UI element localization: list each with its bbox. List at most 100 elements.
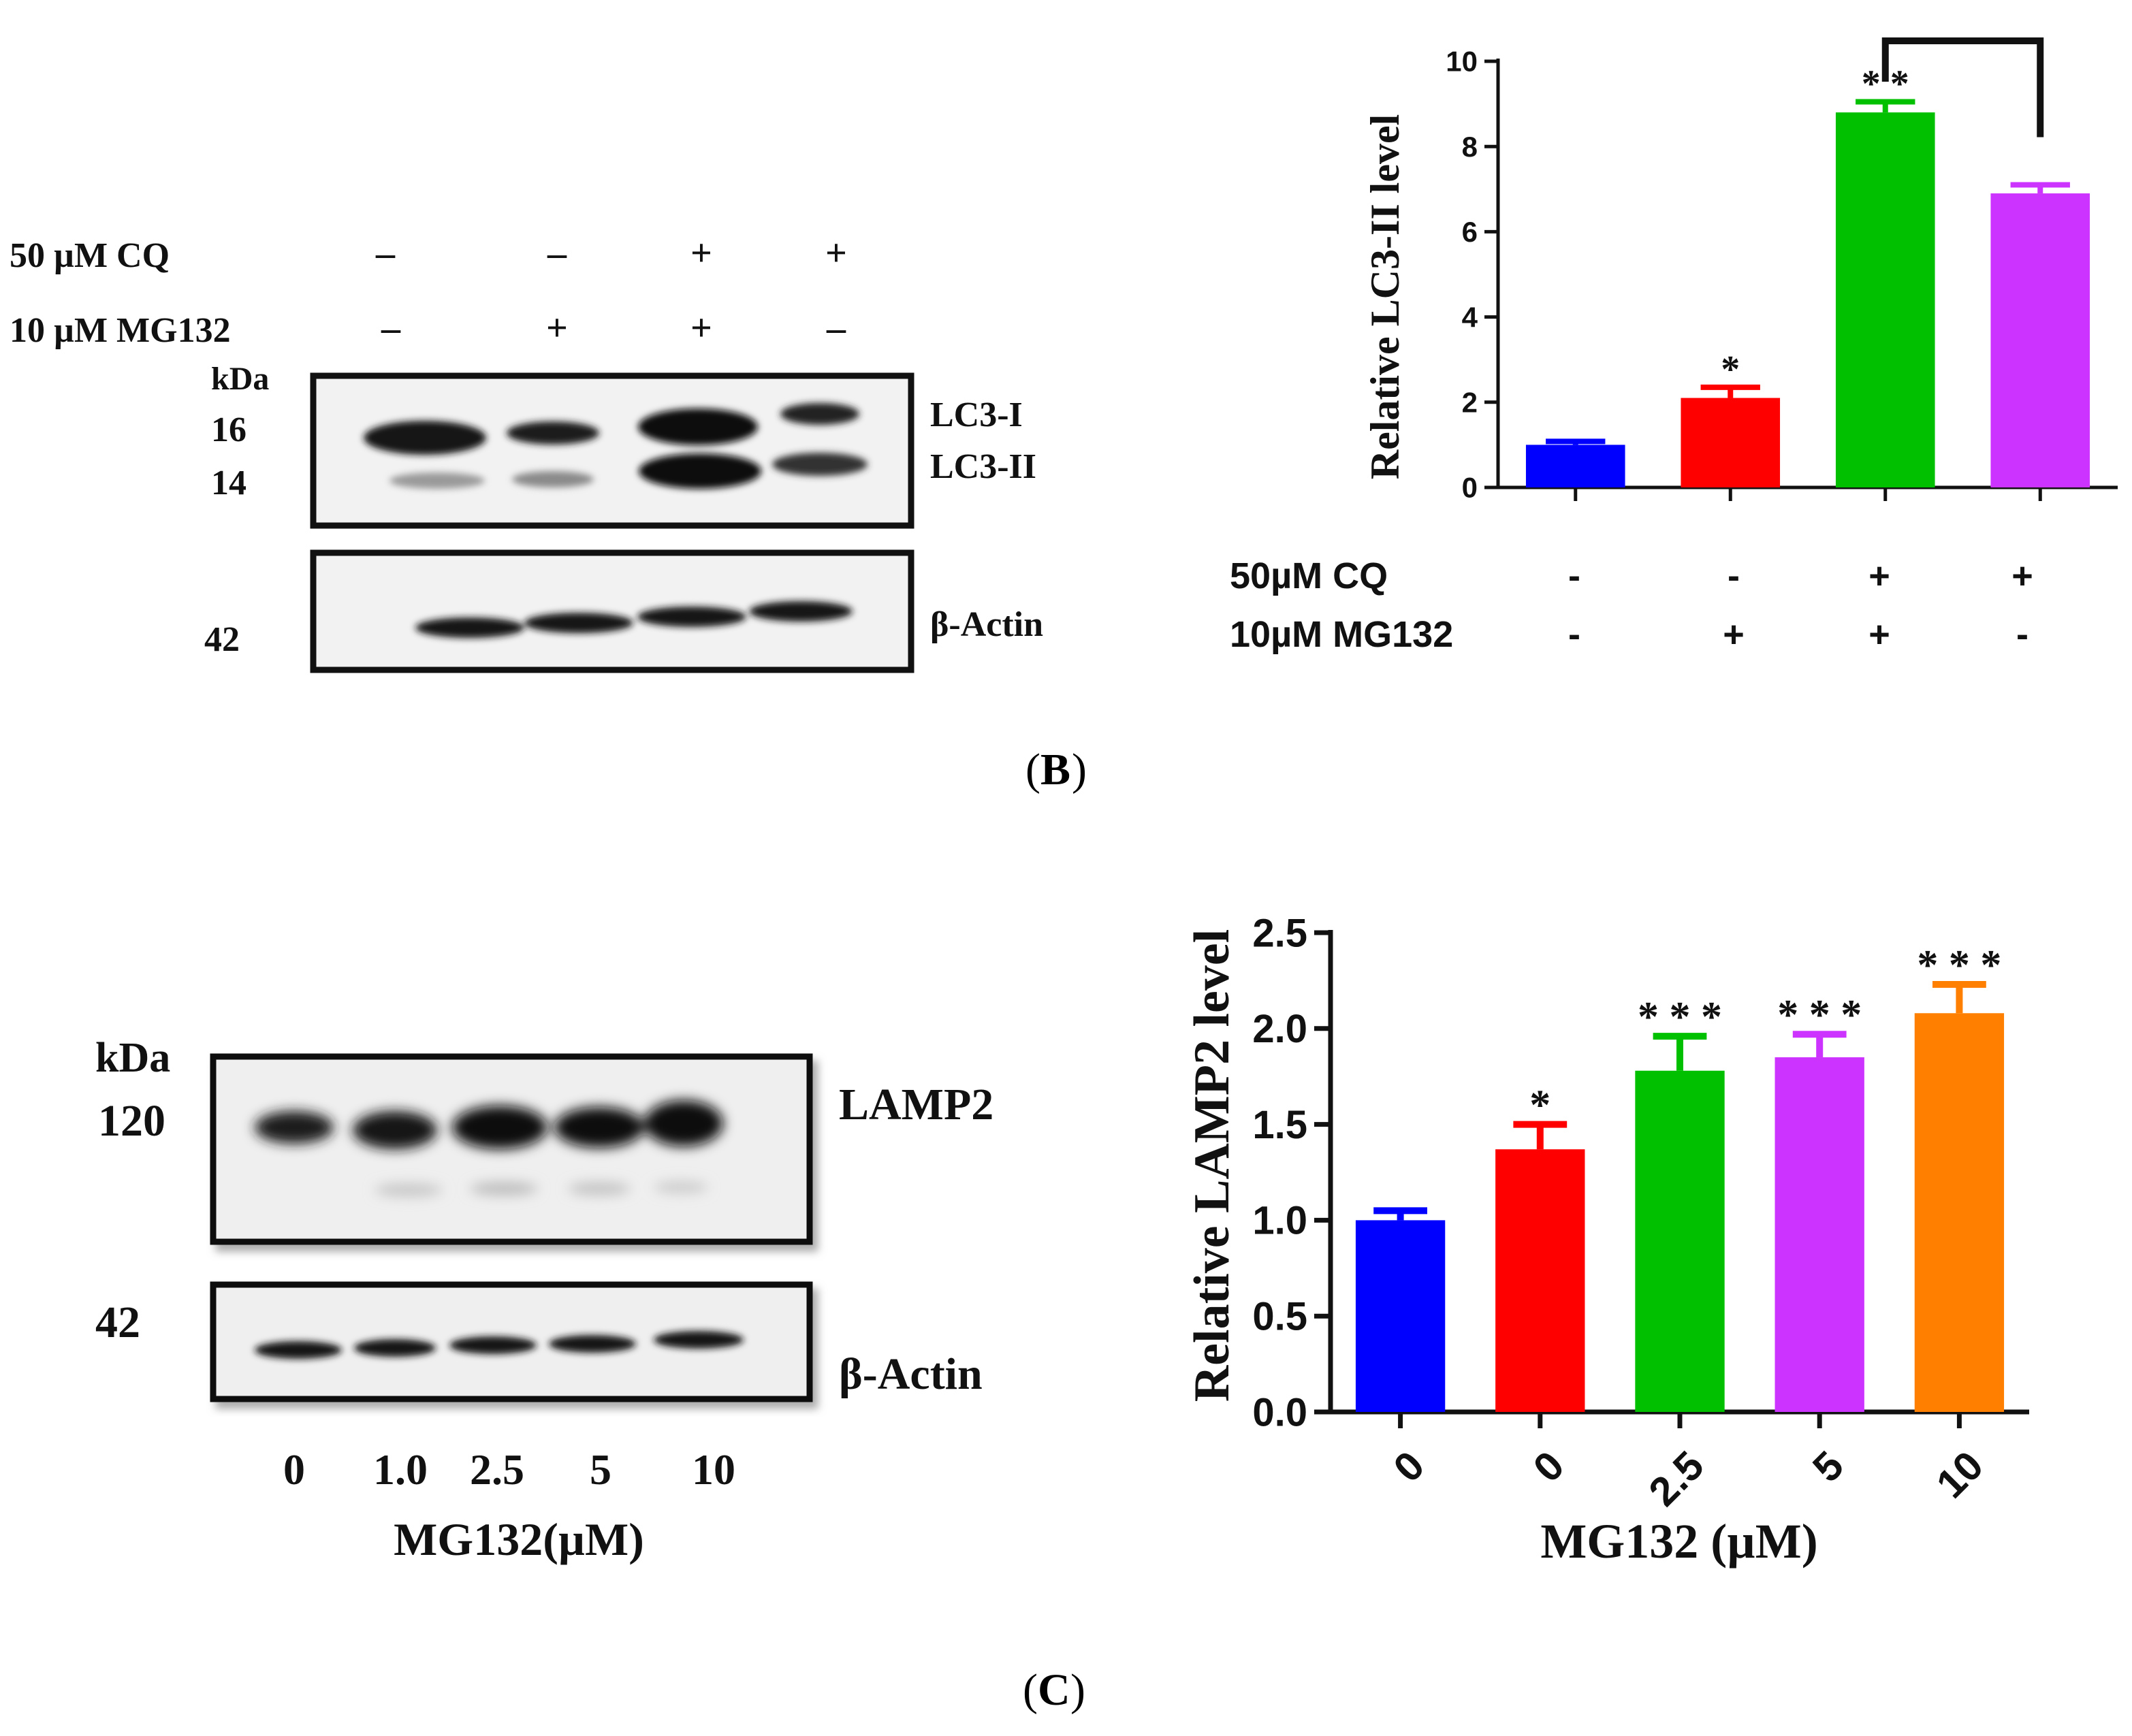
significance-label: * * *: [1777, 992, 1862, 1038]
y-tick-label: 0.0: [1252, 1390, 1307, 1434]
mg132-sign: +: [690, 307, 712, 349]
caption-b-close: ): [1072, 745, 1087, 794]
bar: [1914, 1013, 2005, 1412]
lc3-i-band: [638, 408, 758, 445]
cq-row-sign: +: [1868, 556, 1890, 596]
caption-b-letter: B: [1040, 745, 1070, 794]
y-tick-label: 1.5: [1252, 1103, 1307, 1147]
lc3-ii-band: [389, 472, 485, 489]
y-tick-label: 4: [1462, 301, 1478, 333]
lamp2-band: [353, 1111, 437, 1149]
lc3-ii-band: [772, 453, 868, 476]
mg132-row-label: 10µM MG132: [1230, 614, 1453, 655]
cq-row-sign: -: [1728, 556, 1740, 596]
lane-label: 1.0: [373, 1445, 428, 1494]
y-tick-label: 0.5: [1252, 1295, 1307, 1339]
x-tick-label: 5: [1804, 1443, 1852, 1491]
marker-42: 42: [204, 620, 240, 659]
lamp2-band: [255, 1111, 334, 1144]
y-tick-label: 6: [1462, 216, 1478, 248]
y-tick-label: 2.5: [1252, 911, 1307, 955]
kda-label: kDa: [211, 361, 269, 397]
band-label-lc3-i: LC3-I: [930, 396, 1023, 434]
lamp2-bands: [255, 1100, 723, 1197]
mg132-row-sign: -: [1568, 614, 1580, 655]
x-tick-label: 2.5: [1640, 1443, 1713, 1515]
mg132-row-sign: +: [1723, 614, 1745, 655]
lane-label: 2.5: [470, 1445, 524, 1494]
band-label-actin: β-Actin: [839, 1349, 983, 1399]
significance-label: *: [1529, 1082, 1550, 1129]
cq-label: 50 µM CQ: [10, 236, 170, 275]
lc3-i-band: [364, 421, 486, 455]
lamp2-faint-band: [654, 1181, 708, 1193]
x-tick-label: 10: [1928, 1443, 1992, 1507]
y-tick-label: 2.0: [1252, 1007, 1307, 1051]
lc3-i-band: [780, 403, 859, 425]
actin-band: [415, 617, 524, 638]
kda-label: kDa: [95, 1035, 170, 1081]
cq-sign: –: [547, 232, 567, 274]
panel-b-blot: 50 µM CQ 10 µM MG132 – – + + – + + – kDa…: [10, 232, 1043, 673]
lane-label: 5: [590, 1445, 611, 1494]
actin-band: [524, 613, 633, 633]
lc3-ii-band: [512, 471, 594, 487]
lc3-i-band: [507, 421, 599, 445]
mg132-label: 10 µM MG132: [10, 311, 231, 350]
significance-label: *: [1721, 349, 1740, 391]
actin-band: [637, 607, 746, 627]
mg132-sign: –: [826, 307, 846, 349]
panel-c-blot: kDa 120 42 LAMP2 β-Actin 0 1.0 2.5 5: [95, 1035, 993, 1565]
actin-band: [354, 1339, 436, 1357]
lc3-ii-band: [639, 453, 761, 489]
lane-label: 0: [283, 1445, 305, 1494]
bar: [1990, 193, 2090, 487]
y-tick-label: 0: [1462, 472, 1478, 504]
marker-120: 120: [98, 1096, 165, 1146]
y-tick-label: 10: [1446, 46, 1478, 78]
x-tick-label: 0: [1525, 1443, 1573, 1491]
y-tick-label: 1.0: [1252, 1199, 1307, 1243]
blot-x-axis-label: MG132(µM): [394, 1513, 644, 1565]
cq-row-sign: -: [1568, 556, 1580, 596]
lamp2-band: [644, 1100, 723, 1146]
caption-c-open: (: [1023, 1665, 1038, 1715]
significance-bracket: [1881, 37, 2044, 138]
caption-c-close: ): [1070, 1665, 1085, 1715]
lamp2-faint-band: [568, 1182, 631, 1195]
lamp2-band: [554, 1107, 644, 1148]
actin-band: [749, 601, 853, 622]
actin-bands: [255, 1331, 744, 1359]
mg132-sign: –: [381, 307, 401, 349]
mg132-row-sign: +: [1868, 614, 1890, 655]
lamp2-faint-band: [375, 1183, 443, 1197]
lamp2-bar-chart: Relative LAMP2 level 0.0 0.5 1.0 1.5 2.0 2.5 0…: [1184, 911, 2029, 1569]
marker-42: 42: [95, 1298, 140, 1347]
lamp2-faint-band: [470, 1182, 538, 1195]
y-tick-label: 2: [1462, 387, 1478, 419]
actin-band: [654, 1331, 744, 1349]
actin-band: [255, 1341, 342, 1359]
actin-bands: [415, 601, 853, 638]
bar: [1681, 398, 1781, 487]
bar: [1355, 1220, 1446, 1412]
lamp2-x-axis-label: MG132 (µM): [1540, 1514, 1817, 1569]
cq-sign: +: [690, 232, 712, 274]
bar: [1835, 112, 1935, 487]
caption-c-letter: C: [1038, 1665, 1070, 1715]
x-tick-label: 0: [1385, 1443, 1433, 1491]
significance-label: * * *: [1917, 942, 2001, 988]
marker-14: 14: [211, 464, 246, 502]
cq-sign: –: [375, 232, 396, 274]
lc3-bands: [364, 403, 868, 489]
actin-band: [449, 1336, 537, 1354]
lane-label: 10: [692, 1445, 735, 1494]
band-label-actin: β-Actin: [930, 605, 1043, 644]
cq-sign: +: [825, 232, 847, 274]
mg132-signs: – + + –: [381, 307, 846, 349]
lamp2-y-axis-label: Relative LAMP2 level: [1184, 929, 1240, 1402]
significance-label: * * *: [1638, 994, 1722, 1040]
mg132-sign: +: [546, 307, 568, 349]
